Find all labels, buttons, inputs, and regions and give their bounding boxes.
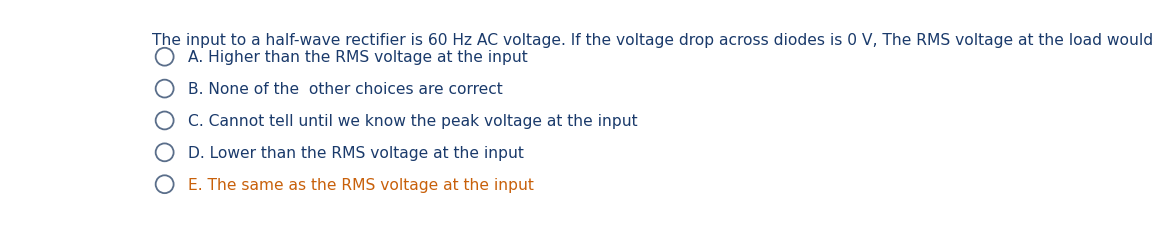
Text: E. The same as the RMS voltage at the input: E. The same as the RMS voltage at the in… [188, 177, 534, 192]
Text: The input to a half-wave rectifier is 60 Hz AC voltage. If the voltage drop acro: The input to a half-wave rectifier is 60… [152, 33, 1159, 48]
Text: D. Lower than the RMS voltage at the input: D. Lower than the RMS voltage at the inp… [188, 145, 524, 160]
Text: C. Cannot tell until we know the peak voltage at the input: C. Cannot tell until we know the peak vo… [188, 113, 637, 128]
Text: A. Higher than the RMS voltage at the input: A. Higher than the RMS voltage at the in… [188, 50, 527, 65]
Text: B. None of the  other choices are correct: B. None of the other choices are correct [188, 82, 503, 97]
